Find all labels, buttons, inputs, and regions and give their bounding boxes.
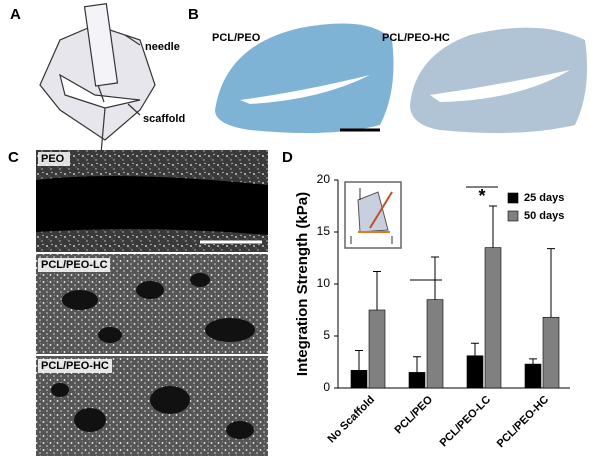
y-tick-label: 20: [317, 172, 331, 186]
x-tick-label: PCL/PEO: [393, 393, 436, 436]
panel-c-images: [36, 150, 268, 456]
x-tick-label: No Scaffold: [325, 394, 377, 446]
bar: [426, 299, 444, 389]
image-label: PCL/PEO-HC: [41, 360, 109, 372]
bar: [542, 316, 560, 389]
y-tick-label: 5: [323, 328, 330, 342]
error-bar: [489, 205, 497, 248]
panel-label: B: [188, 6, 199, 23]
significance-lines: [410, 186, 498, 281]
y-tick-label: 15: [317, 224, 331, 238]
image-label: PCL/PEO-LC: [41, 259, 108, 271]
bar: [484, 247, 502, 389]
inset-schematic: [344, 181, 402, 249]
error-bar: [413, 356, 421, 373]
scaffold-label: scaffold: [143, 113, 185, 125]
x-tick-label: PCL/PEO-HC: [495, 394, 551, 450]
error-bar: [529, 358, 537, 365]
error-bar: [431, 256, 439, 300]
section-label: PCL/PEO-HC: [382, 32, 450, 44]
y-axis-title: Integration Strength (kPa): [294, 192, 311, 376]
bar: [368, 309, 386, 389]
bar: [466, 355, 484, 389]
panel-label: D: [282, 149, 293, 166]
bar: [350, 370, 368, 389]
error-bar: [373, 271, 381, 310]
needle-label: needle: [145, 41, 180, 53]
panel-a-schematic: [39, 3, 156, 166]
legend-swatch: [507, 210, 519, 222]
y-tick-label: 10: [317, 276, 331, 290]
error-bar: [471, 342, 479, 356]
panel-b-images: [215, 23, 588, 134]
legend-label: 25 days: [524, 192, 564, 204]
panel-label: C: [8, 149, 19, 166]
legend-label: 50 days: [524, 210, 564, 222]
bar: [524, 363, 542, 389]
error-bar: [547, 248, 555, 318]
bar: [408, 372, 426, 389]
image-label: PEO: [41, 153, 65, 165]
y-tick-label: 0: [323, 380, 330, 394]
section-label: PCL/PEO: [212, 32, 261, 44]
panel-label: A: [10, 6, 21, 23]
error-bar: [355, 350, 363, 371]
x-tick-label: PCL/PEO-LC: [438, 394, 494, 450]
significance-star: *: [478, 186, 485, 206]
image-labels: [38, 152, 112, 373]
legend-swatch: [507, 192, 519, 204]
